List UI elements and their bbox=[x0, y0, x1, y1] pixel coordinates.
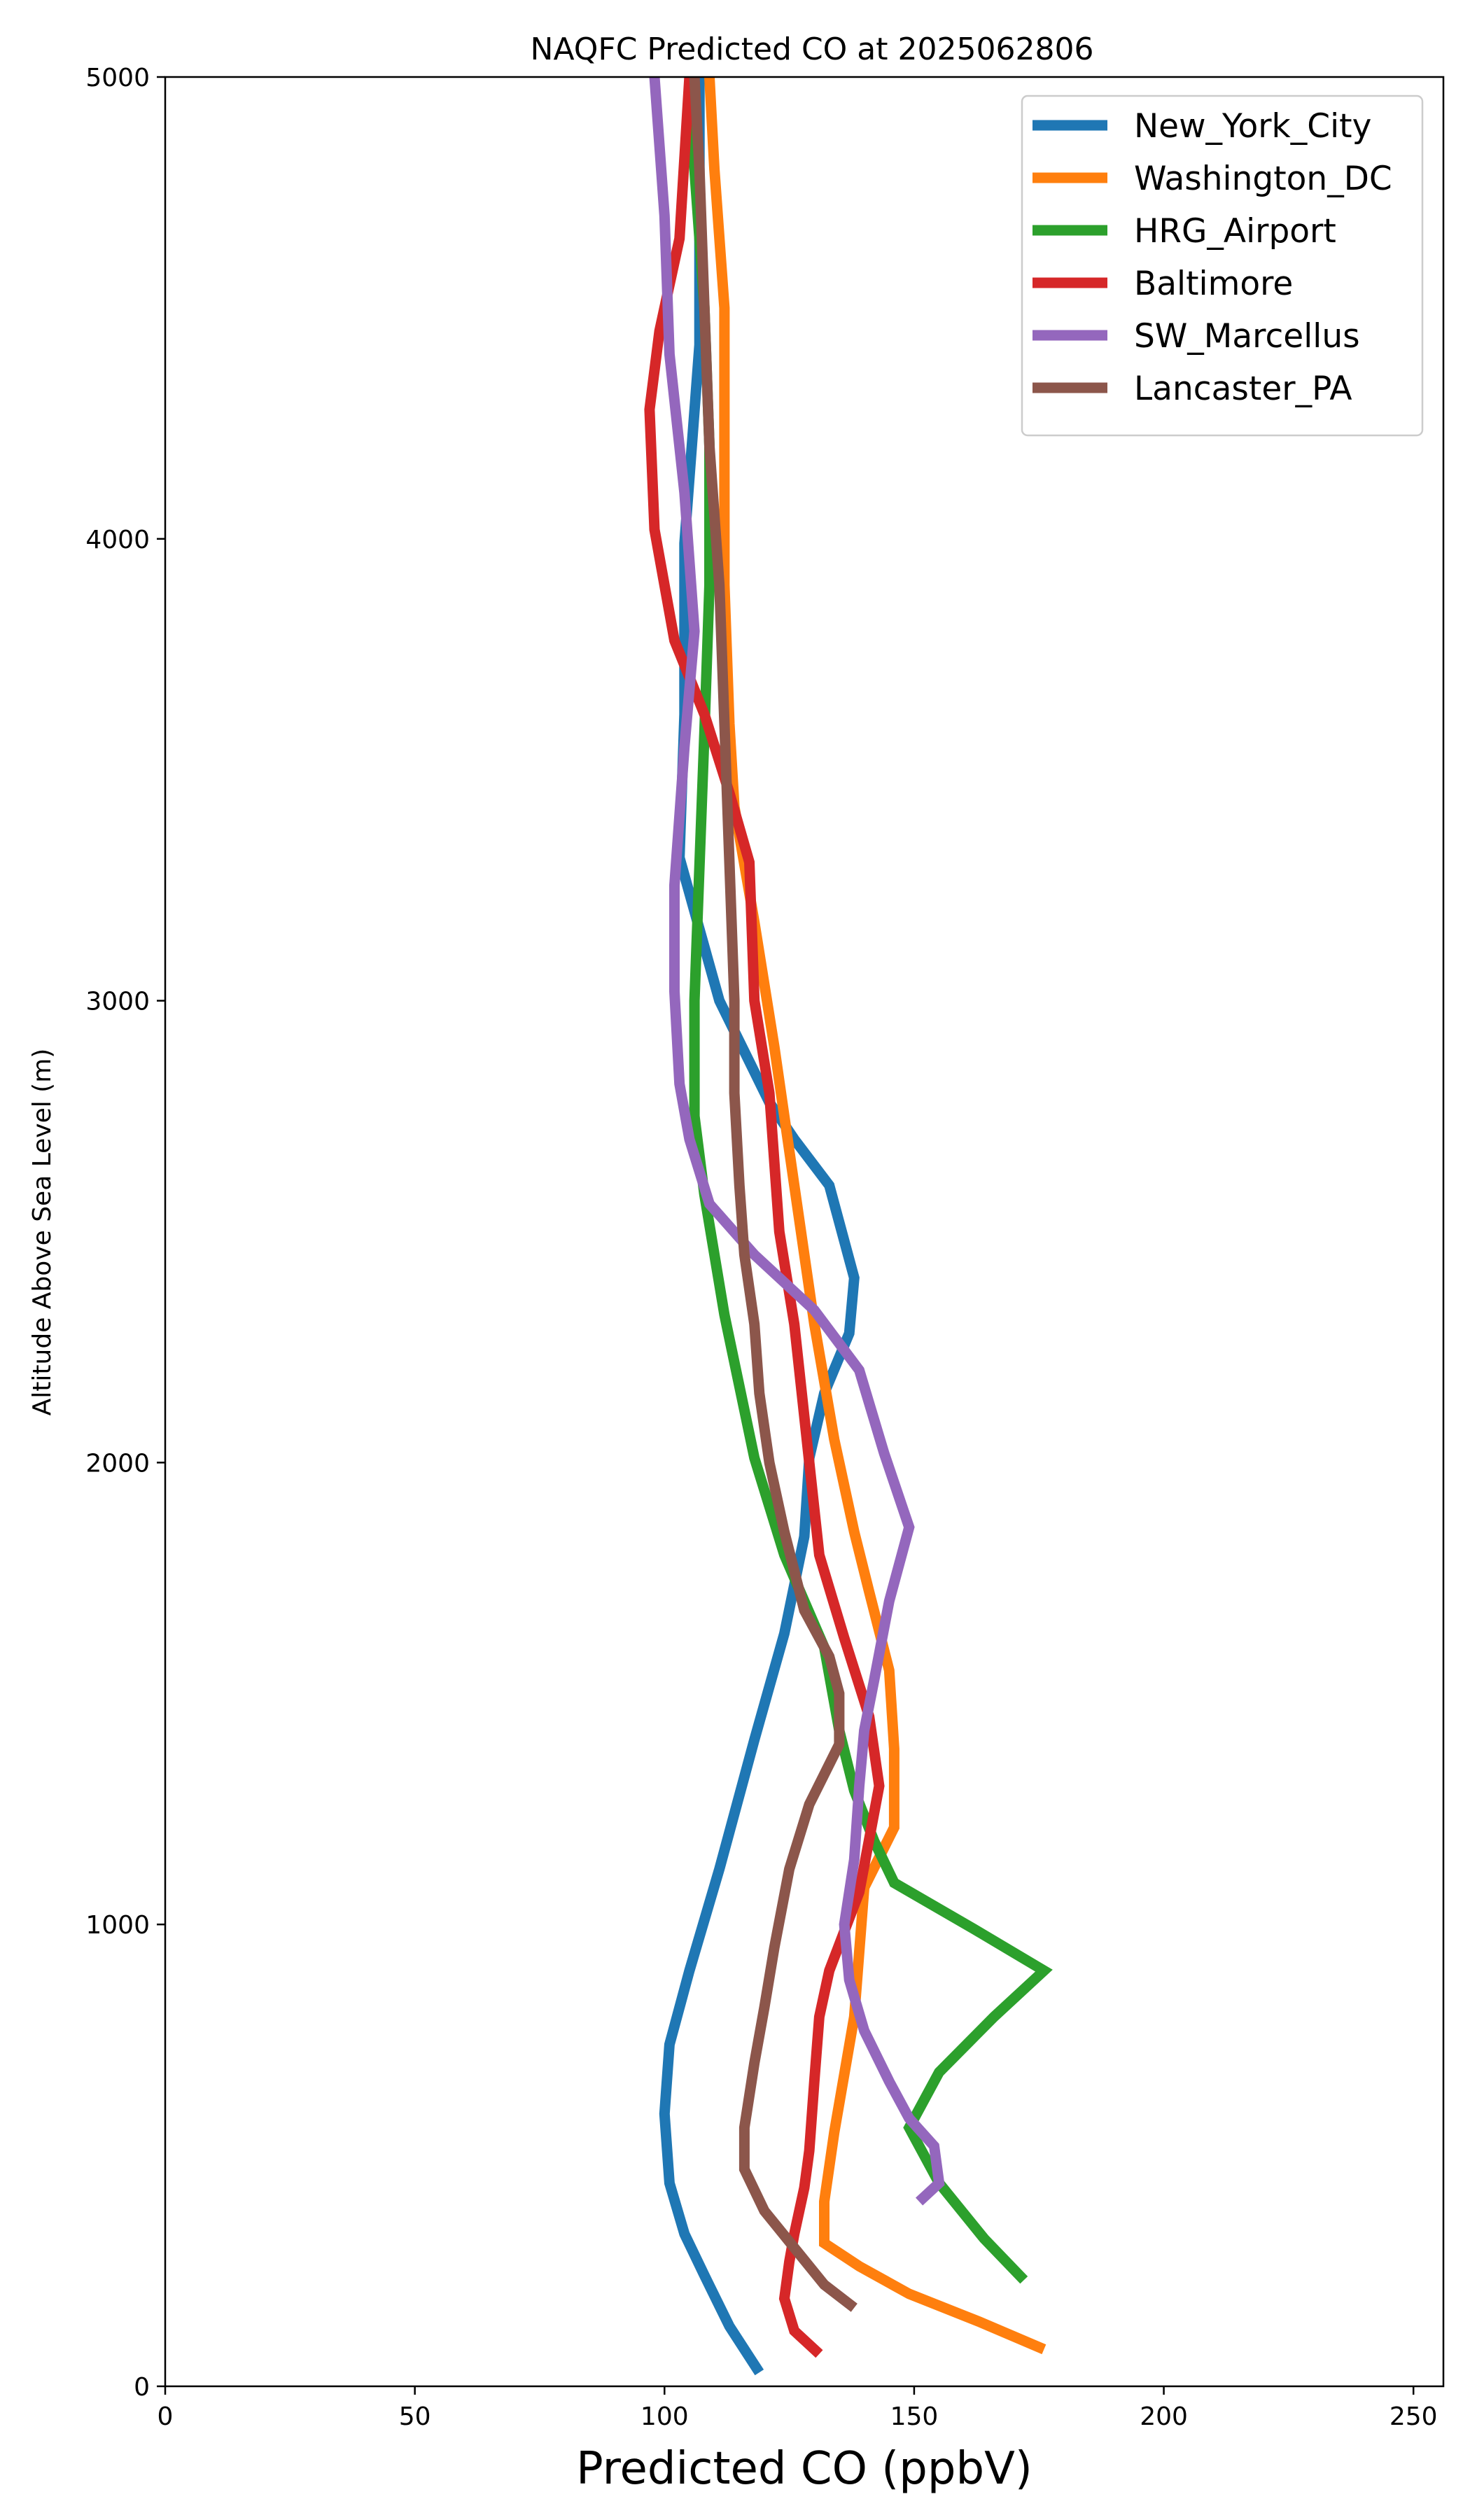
y-axis-label: Altitude Above Sea Level (m) bbox=[28, 1049, 57, 1416]
x-tick-label: 200 bbox=[1140, 2402, 1188, 2431]
x-tick-label: 50 bbox=[399, 2402, 431, 2431]
legend-label-sw-marcellus: SW_Marcellus bbox=[1134, 317, 1360, 356]
series-line-sw-marcellus bbox=[649, 76, 945, 2206]
x-tick-label: 100 bbox=[640, 2402, 689, 2431]
y-tick-label: 4000 bbox=[85, 526, 150, 554]
y-tick-label: 2000 bbox=[85, 1449, 150, 1478]
plot-area-frame bbox=[164, 76, 1445, 2388]
legend-label-washington-dc: Washington_DC bbox=[1134, 160, 1392, 198]
series-line-lancaster-pa bbox=[689, 76, 858, 2312]
series-line-new-york-city bbox=[659, 77, 860, 2376]
x-axis-ticks: 0 50 100 150 200 250 bbox=[158, 2386, 1438, 2431]
legend-box bbox=[1021, 94, 1424, 437]
legend: New_York_City Washington_DC HRG_Airport Bal… bbox=[1021, 94, 1424, 437]
x-tick-label: 0 bbox=[158, 2402, 174, 2431]
series-line-baltimore bbox=[644, 76, 885, 2358]
y-axis-ticks: 0 1000 2000 3000 4000 5000 bbox=[85, 64, 165, 2402]
legend-label-lancaster-pa: Lancaster_PA bbox=[1134, 370, 1352, 408]
x-tick-label: 150 bbox=[890, 2402, 939, 2431]
legend-label-hrg-airport: HRG_Airport bbox=[1134, 212, 1336, 251]
y-tick-label: 3000 bbox=[85, 988, 150, 1016]
x-tick-label: 250 bbox=[1390, 2402, 1438, 2431]
y-tick-label: 0 bbox=[134, 2373, 150, 2402]
y-tick-label: 1000 bbox=[85, 1911, 150, 1940]
chart-title: NAQFC Predicted CO at 2025062806 bbox=[531, 31, 1094, 67]
x-axis-label: Predicted CO (ppbV) bbox=[576, 2443, 1032, 2495]
series-layer bbox=[644, 76, 1053, 2376]
legend-label-new-york-city: New_York_City bbox=[1134, 107, 1371, 146]
legend-label-baltimore: Baltimore bbox=[1134, 265, 1293, 303]
y-tick-label: 5000 bbox=[85, 64, 150, 92]
